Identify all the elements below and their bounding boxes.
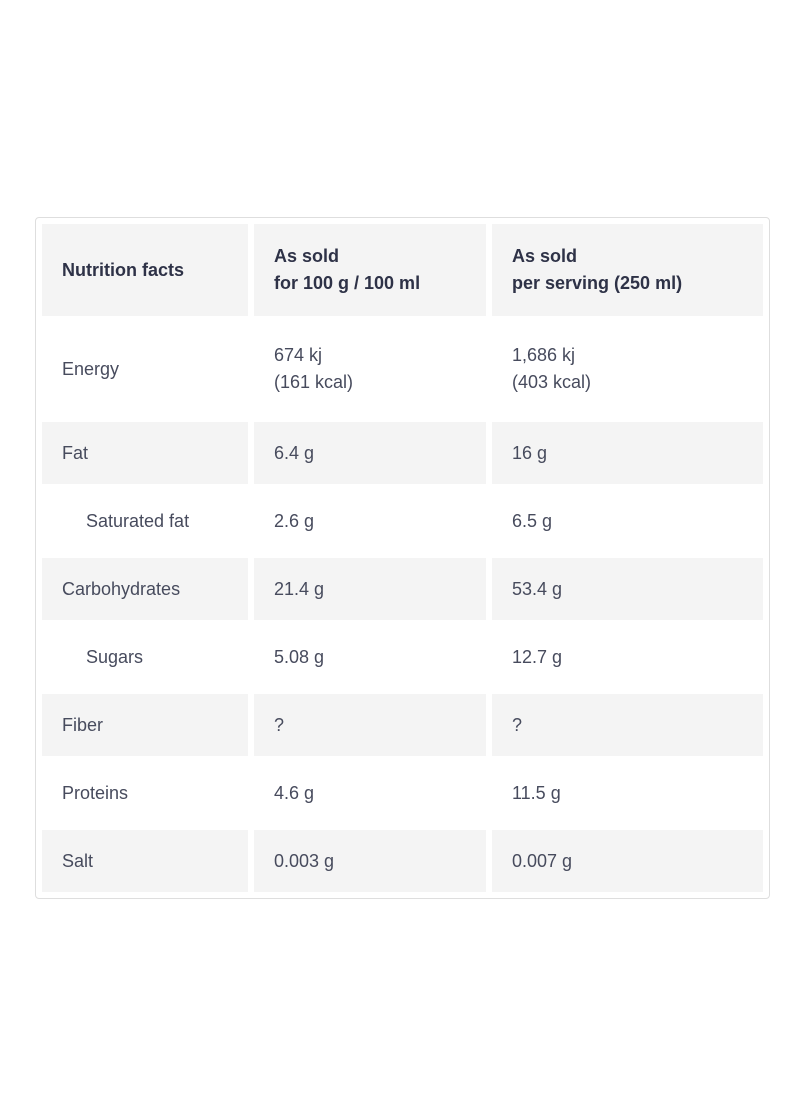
row-label: Proteins (42, 762, 248, 824)
row-value-per100: 6.4 g (254, 422, 486, 484)
row-value-per100: 21.4 g (254, 558, 486, 620)
row-label: Salt (42, 830, 248, 892)
row-label: Saturated fat (42, 490, 248, 552)
row-value-serving: 53.4 g (492, 558, 763, 620)
table-header: Nutrition facts As sold for 100 g / 100 … (42, 224, 763, 316)
row-value-serving: 16 g (492, 422, 763, 484)
row-value-serving: 1,686 kj (403 kcal) (492, 322, 763, 416)
row-label: Fat (42, 422, 248, 484)
table-row-energy: Energy 674 kj (161 kcal) 1,686 kj (403 k… (42, 322, 763, 416)
row-label: Energy (42, 322, 248, 416)
row-value-serving: 6.5 g (492, 490, 763, 552)
header-cell-nutrition-facts: Nutrition facts (42, 224, 248, 316)
row-value-per100: 674 kj (161 kcal) (254, 322, 486, 416)
row-value-per100: 0.003 g (254, 830, 486, 892)
header-line: for 100 g / 100 ml (274, 273, 421, 293)
table-row-fiber: Fiber ? ? (42, 694, 763, 756)
header-cell-as-sold-100: As sold for 100 g / 100 ml (254, 224, 486, 316)
row-value-per100: 5.08 g (254, 626, 486, 688)
table-row-fat: Fat 6.4 g 16 g (42, 422, 763, 484)
value-line: (161 kcal) (274, 372, 354, 392)
row-label: Carbohydrates (42, 558, 248, 620)
row-value-serving: 11.5 g (492, 762, 763, 824)
value-line: (403 kcal) (512, 372, 592, 392)
header-row: Nutrition facts As sold for 100 g / 100 … (42, 224, 763, 316)
table-row-salt: Salt 0.003 g 0.007 g (42, 830, 763, 892)
row-label: Sugars (42, 626, 248, 688)
row-value-serving: 12.7 g (492, 626, 763, 688)
header-cell-as-sold-serving: As sold per serving (250 ml) (492, 224, 763, 316)
table-body: Energy 674 kj (161 kcal) 1,686 kj (403 k… (42, 322, 763, 892)
value-line: 674 kj (274, 345, 323, 365)
header-label: Nutrition facts (62, 259, 185, 280)
table-row-saturated-fat: Saturated fat 2.6 g 6.5 g (42, 490, 763, 552)
nutrition-facts-table: Nutrition facts As sold for 100 g / 100 … (35, 217, 770, 899)
table-row-sugars: Sugars 5.08 g 12.7 g (42, 626, 763, 688)
header-line: per serving (250 ml) (512, 273, 683, 293)
value-line: 1,686 kj (512, 345, 576, 365)
row-value-serving: 0.007 g (492, 830, 763, 892)
header-line: As sold (274, 246, 340, 266)
nutrition-table: Nutrition facts As sold for 100 g / 100 … (36, 218, 769, 898)
row-value-per100: 4.6 g (254, 762, 486, 824)
header-line: As sold (512, 246, 578, 266)
table-row-proteins: Proteins 4.6 g 11.5 g (42, 762, 763, 824)
row-label: Fiber (42, 694, 248, 756)
table-row-carbohydrates: Carbohydrates 21.4 g 53.4 g (42, 558, 763, 620)
row-value-serving: ? (492, 694, 763, 756)
row-value-per100: 2.6 g (254, 490, 486, 552)
row-value-per100: ? (254, 694, 486, 756)
